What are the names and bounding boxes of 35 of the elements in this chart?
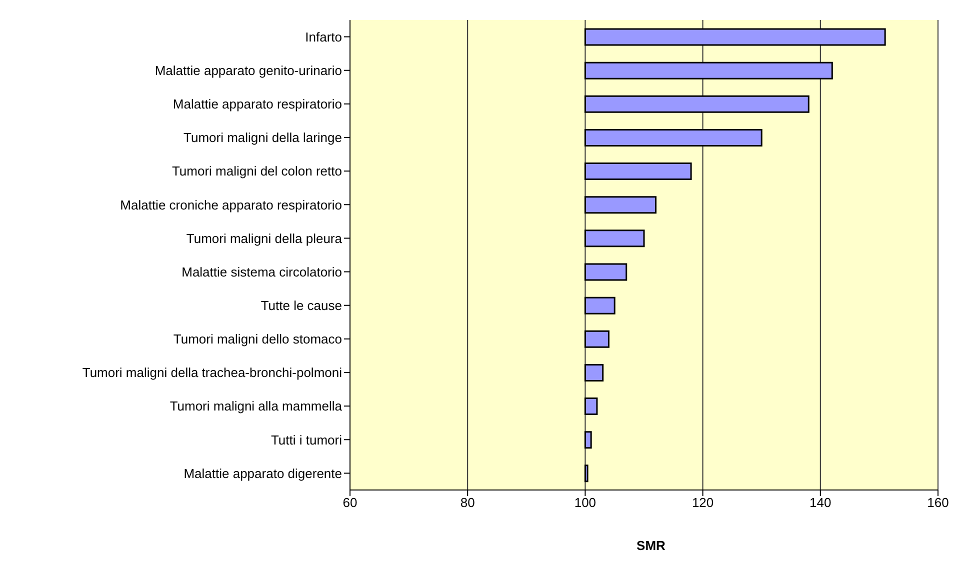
bar <box>584 464 588 482</box>
x-tick-label: 60 <box>342 495 358 510</box>
bar <box>584 431 592 449</box>
bar <box>584 364 604 382</box>
y-tick-label: Malattie apparato digerente <box>184 466 342 481</box>
x-axis-title: SMR <box>636 538 666 553</box>
x-tick-label: 120 <box>692 495 714 510</box>
bar <box>584 128 762 146</box>
bar <box>584 296 616 314</box>
y-tick-label: Tumori maligni della trachea-bronchi-polmoni <box>82 365 342 380</box>
y-tick-label: Tumori maligni della pleura <box>186 230 343 246</box>
y-tick-label: Malattie apparato respiratorio <box>172 96 342 112</box>
y-tick-label: Tutte le cause <box>260 298 342 313</box>
bar <box>584 28 886 46</box>
x-tick-label: 140 <box>810 495 832 510</box>
x-tick-label: 80 <box>460 495 475 510</box>
y-tick-label: Malattie sistema circolatorio <box>182 264 342 280</box>
bar <box>584 398 598 416</box>
x-tick-label: 160 <box>927 495 949 510</box>
y-tick-label: Tumori maligni del colon retto <box>172 164 342 179</box>
y-tick-label: Tutti i tumori <box>270 432 342 448</box>
x-tick-label: 100 <box>574 495 596 510</box>
bar <box>584 62 833 80</box>
bar <box>584 196 657 214</box>
bar <box>584 95 810 113</box>
bar <box>584 162 692 180</box>
y-tick-label: Tumori maligni della laringe <box>184 130 342 146</box>
bar <box>584 330 610 348</box>
y-tick-label: Malattie croniche apparato respiratorio <box>120 197 342 212</box>
y-tick-label: Infarto <box>305 29 342 44</box>
bar <box>584 230 645 248</box>
bar <box>584 263 628 281</box>
y-tick-label: Tumori maligni dello stomaco <box>173 332 342 347</box>
y-tick-label: Malattie apparato genito-urinario <box>154 62 342 78</box>
y-tick-label: Tumori maligni alla mammella <box>170 398 343 414</box>
